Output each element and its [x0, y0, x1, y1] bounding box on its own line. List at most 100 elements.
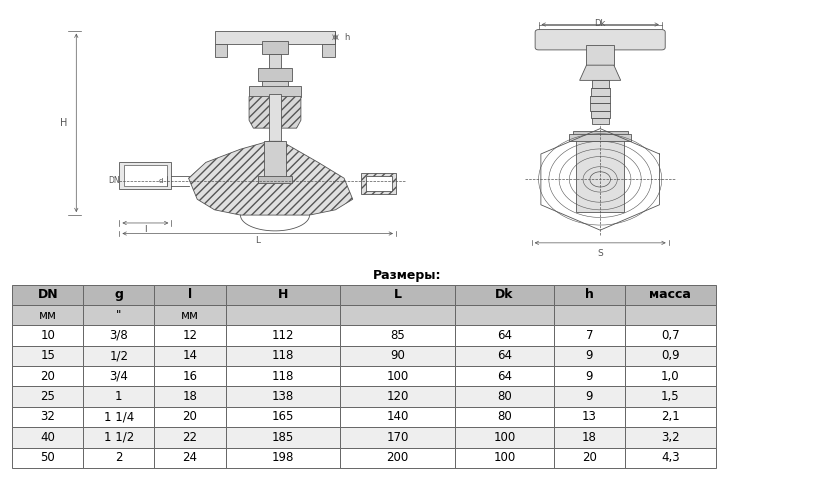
Bar [12, 285, 83, 305]
Text: 120: 120 [386, 390, 409, 403]
Bar [341, 305, 455, 325]
Text: S: S [597, 249, 603, 258]
Bar [12, 427, 83, 447]
Bar [361, 173, 396, 194]
Polygon shape [579, 65, 621, 80]
Text: 9: 9 [586, 349, 593, 362]
Text: 25: 25 [40, 390, 55, 403]
Bar [83, 346, 155, 366]
Bar [591, 111, 610, 118]
Bar [226, 325, 341, 346]
Text: мм: мм [39, 308, 57, 321]
Text: DN: DN [108, 176, 120, 185]
Bar [12, 407, 83, 427]
Bar [625, 305, 716, 325]
Text: 15: 15 [40, 349, 55, 362]
Bar [155, 387, 226, 407]
Bar [226, 407, 341, 427]
Bar [455, 427, 553, 447]
Bar [12, 366, 83, 387]
Text: 90: 90 [390, 349, 405, 362]
Text: 118: 118 [271, 349, 294, 362]
Polygon shape [188, 141, 353, 215]
Bar [553, 387, 625, 407]
Text: L: L [255, 236, 260, 245]
Bar [214, 44, 227, 57]
Bar [323, 44, 336, 57]
Text: 18: 18 [183, 390, 197, 403]
Bar [83, 447, 155, 468]
Text: 100: 100 [386, 370, 409, 383]
Bar [590, 103, 610, 111]
Bar [366, 176, 392, 192]
Text: L: L [394, 288, 402, 301]
Text: 185: 185 [272, 431, 294, 444]
Bar [455, 447, 553, 468]
Text: 1,0: 1,0 [661, 370, 680, 383]
Bar [625, 325, 716, 346]
Bar [155, 447, 226, 468]
Text: h: h [344, 33, 350, 42]
Bar [570, 134, 631, 141]
Bar [12, 346, 83, 366]
Bar [553, 366, 625, 387]
Bar [341, 366, 455, 387]
Bar [226, 387, 341, 407]
Text: 13: 13 [582, 411, 597, 423]
Text: 3,2: 3,2 [661, 431, 680, 444]
Text: 20: 20 [40, 370, 55, 383]
Bar [268, 94, 281, 141]
Bar [83, 427, 155, 447]
Text: d: d [158, 178, 163, 184]
Text: 198: 198 [271, 451, 294, 464]
Text: 7: 7 [586, 329, 593, 342]
Text: 64: 64 [497, 370, 512, 383]
Text: g: g [114, 288, 123, 301]
Bar [553, 346, 625, 366]
Bar [83, 366, 155, 387]
Bar [249, 86, 301, 97]
Text: 20: 20 [183, 411, 197, 423]
Bar [341, 285, 455, 305]
Bar [155, 366, 226, 387]
Bar [625, 366, 716, 387]
Bar [264, 141, 286, 178]
Bar [83, 325, 155, 346]
Bar [268, 55, 281, 70]
Bar [590, 96, 610, 103]
Bar [124, 165, 167, 186]
Bar [341, 325, 455, 346]
Bar [155, 346, 226, 366]
Text: 80: 80 [497, 411, 512, 423]
Bar [625, 407, 716, 427]
Text: DN: DN [37, 288, 58, 301]
Text: 20: 20 [582, 451, 597, 464]
Bar [625, 387, 716, 407]
Bar [83, 305, 155, 325]
Text: 40: 40 [40, 431, 55, 444]
Text: 170: 170 [386, 431, 409, 444]
Text: 3/4: 3/4 [109, 370, 128, 383]
Text: h: h [585, 288, 594, 301]
Bar [341, 427, 455, 447]
Bar [120, 162, 171, 189]
Text: 0,7: 0,7 [661, 329, 680, 342]
Text: 0,9: 0,9 [661, 349, 680, 362]
FancyBboxPatch shape [535, 30, 665, 50]
Text: 32: 32 [40, 411, 55, 423]
Bar [341, 387, 455, 407]
Text: 112: 112 [271, 329, 294, 342]
Bar [226, 366, 341, 387]
Text: H: H [278, 288, 289, 301]
Text: 1: 1 [115, 390, 122, 403]
Text: 22: 22 [183, 431, 197, 444]
Bar [455, 305, 553, 325]
Text: 138: 138 [272, 390, 294, 403]
Bar [262, 41, 288, 55]
Bar [592, 80, 609, 88]
Bar [226, 346, 341, 366]
Text: Размеры:: Размеры: [373, 269, 442, 282]
Text: 85: 85 [390, 329, 405, 342]
Bar [553, 285, 625, 305]
Text: l: l [188, 288, 192, 301]
